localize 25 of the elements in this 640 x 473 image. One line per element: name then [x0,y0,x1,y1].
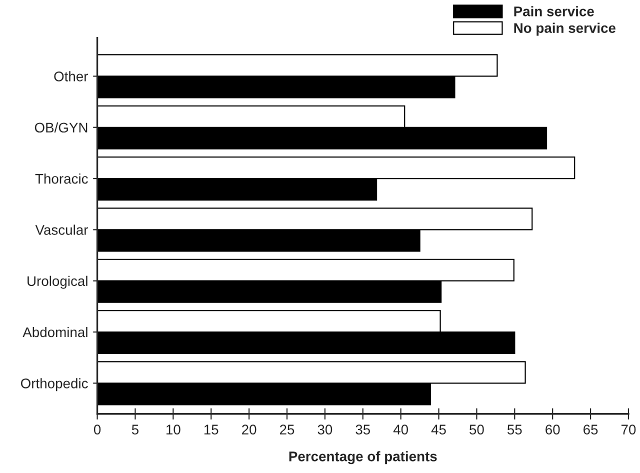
y-tick-label: Orthopedic [20,378,88,392]
x-axis-title: Percentage of patients [289,451,437,464]
x-tick-label: 35 [356,424,370,434]
y-tick-label: Vascular [35,224,88,235]
x-tick-label: 5 [132,424,139,434]
y-tick-label: Other [54,71,88,82]
y-tick-label: Abdominal [22,326,88,338]
y-tick-label: Thoracic [35,174,88,184]
x-tick-label: 10 [166,424,180,434]
x-tick-label: 30 [318,424,332,434]
y-tick-label: Urological [28,276,88,289]
x-tick-label: 20 [242,424,256,434]
legend-label: Pain service [514,6,594,16]
x-tick-label: 60 [546,424,560,434]
x-tick-label: 15 [204,424,218,434]
x-tick-label: 55 [507,424,522,434]
y-tick-label: OB/GYN [34,122,88,133]
x-tick-label: 65 [584,424,598,434]
legend-label: No pain service [514,22,616,36]
x-tick-label: 50 [470,424,484,434]
x-tick-label: 70 [621,424,636,434]
x-tick-label: 0 [94,424,101,434]
x-tick-label: 25 [280,424,294,434]
x-tick-label: 45 [431,424,446,434]
x-tick-label: 40 [393,424,408,434]
